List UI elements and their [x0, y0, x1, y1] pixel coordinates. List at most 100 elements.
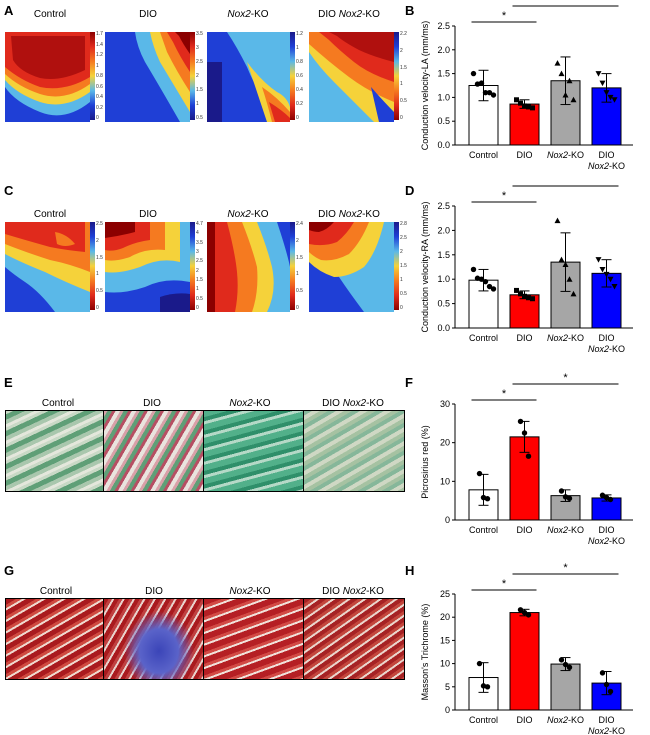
data-point	[603, 494, 610, 501]
colorbar-tick-label: 2	[196, 73, 199, 79]
colorbar-tick-label: 2.5	[400, 235, 407, 241]
colorbar-tick-label: 2	[400, 249, 403, 255]
data-point	[603, 271, 610, 278]
y-tick-label: 25	[440, 589, 450, 599]
colorbar-a-dio	[190, 32, 195, 120]
significance-label: *	[502, 190, 507, 202]
label-e-dio: DIO	[143, 398, 161, 409]
panel-letter-c: C	[4, 183, 14, 198]
activation-map-c-dio	[105, 222, 190, 312]
y-axis-label: Picrosirius red (%)	[420, 425, 430, 499]
colorbar-tick-label: 1.5	[96, 254, 103, 261]
bar	[509, 103, 540, 146]
colorbar-tick-label: 0.5	[296, 288, 303, 295]
x-tick-label: DIO	[598, 525, 614, 535]
colorbar-tick-label: 2.2	[400, 31, 407, 37]
significance-label: *	[563, 0, 568, 6]
y-tick-label: 0.0	[437, 323, 450, 333]
colorbar-tick-label: 0	[196, 305, 199, 311]
colorbar-tick-label: 1.2	[296, 31, 303, 37]
y-tick-label: 0	[445, 705, 450, 715]
colorbar-tick-label: 2.8	[400, 221, 407, 227]
colorbar-a-control	[90, 32, 95, 120]
data-point	[486, 89, 493, 96]
histology-g-dio	[103, 598, 205, 680]
data-point	[562, 261, 569, 268]
colorbar-tick-label: 1	[400, 277, 403, 283]
colorbar-tick-label: 0.6	[296, 73, 303, 79]
data-point	[611, 97, 618, 103]
colorbar-tick-label: 1.5	[196, 277, 203, 283]
x-tick-label: Control	[469, 715, 498, 725]
bar-chart-h: 0 5 10 15 20 25 Masson's Trichrome (%) Control D…	[420, 562, 633, 735]
x-tick-label: Nox2-KO	[588, 726, 625, 735]
data-point	[530, 105, 535, 111]
colorbar-tick-label: 0.5	[196, 295, 203, 302]
histology-g-nox2ko	[203, 598, 305, 680]
x-tick-label: Nox2-KO	[588, 344, 625, 354]
y-tick-label: 0	[445, 515, 450, 525]
y-tick-label: 20	[440, 612, 450, 622]
significance-label: *	[502, 578, 507, 590]
data-point	[526, 295, 531, 301]
data-point	[599, 492, 606, 498]
y-tick-label: 2.5	[437, 201, 450, 211]
activation-map-c-dionox2ko	[309, 222, 394, 312]
colorbar-c-nox2ko	[290, 222, 295, 310]
data-point	[514, 287, 519, 293]
colorbar-tick-label: 0.2	[296, 101, 303, 107]
panel-letter-h: H	[405, 563, 415, 578]
y-tick-label: 2.5	[437, 21, 450, 31]
x-tick-label: Control	[469, 333, 498, 343]
y-tick-label: 15	[440, 635, 450, 645]
data-point	[554, 217, 561, 224]
data-point	[558, 70, 565, 77]
data-point	[484, 496, 491, 502]
data-point	[478, 80, 485, 86]
data-point	[566, 77, 573, 84]
y-tick-label: 1.5	[437, 69, 450, 79]
colorbar-tick-label: 1.5	[400, 263, 407, 269]
x-tick-label: Nox2-KO	[547, 525, 584, 535]
data-point	[526, 104, 531, 110]
data-point	[476, 660, 483, 667]
y-tick-label: 20	[440, 438, 450, 448]
histology-e-dionox2ko	[303, 410, 405, 492]
colorbar-tick-label: 0	[96, 305, 99, 311]
data-point	[599, 670, 606, 676]
data-point	[470, 70, 477, 77]
label-a-dio: DIO	[139, 9, 157, 20]
data-point	[482, 89, 489, 96]
data-point	[607, 496, 614, 503]
label-g-nox2ko: Nox2-KO	[229, 586, 271, 597]
colorbar-a-dionox2ko	[394, 32, 399, 120]
y-tick-label: 1.5	[437, 250, 450, 260]
data-point	[599, 80, 606, 87]
data-point	[562, 661, 569, 668]
colorbar-tick-label: 3.5	[196, 31, 203, 37]
data-point	[566, 664, 573, 671]
colorbar-tick-label: 0.8	[296, 59, 303, 65]
data-point	[558, 256, 565, 263]
colorbar-tick-label: 0.5	[400, 291, 407, 297]
label-c-nox2ko: Nox2-KO	[227, 209, 269, 220]
y-tick-label: 5	[445, 682, 450, 692]
colorbar-tick-label: 1.7	[96, 31, 103, 37]
x-tick-label: DIO	[516, 525, 532, 535]
y-tick-label: 0.5	[437, 116, 450, 126]
histology-e-control	[5, 410, 105, 492]
data-point	[558, 488, 565, 494]
x-tick-label: DIO	[516, 333, 532, 343]
colorbar-tick-label: 2.5	[196, 258, 203, 265]
panel-letter-d: D	[405, 183, 415, 198]
colorbar-tick-label: 0.5	[400, 98, 407, 105]
x-tick-label: Nox2-KO	[547, 715, 584, 725]
label-g-dionox2ko: DIO Nox2-KO	[322, 586, 384, 597]
data-point	[603, 681, 610, 688]
data-point	[611, 284, 618, 290]
colorbar-tick-label: 0	[400, 115, 403, 121]
colorbar-tick-label: 2	[296, 237, 299, 244]
activation-map-a-dionox2ko	[309, 32, 394, 122]
y-tick-label: 30	[440, 399, 450, 409]
colorbar-tick-label: 2	[196, 267, 199, 274]
